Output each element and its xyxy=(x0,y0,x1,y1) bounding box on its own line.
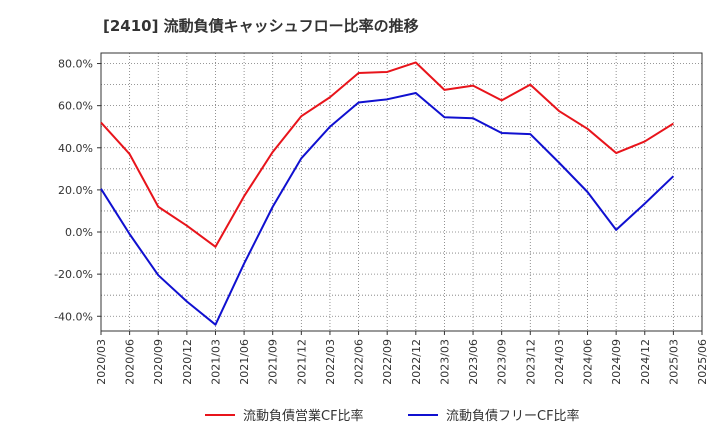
x-tick-label: 2023/03 xyxy=(438,339,451,385)
x-axis: 2020/03 2020/06 2020/09 2020/12 2021/03 2021/… xyxy=(95,331,709,385)
x-tick-label: 2021/03 xyxy=(209,339,222,385)
x-tick-label: 2020/12 xyxy=(181,339,194,385)
y-tick-label: -40.0% xyxy=(54,310,93,323)
x-tick-label: 2024/09 xyxy=(610,339,623,385)
legend-label-2: 流動負債フリーCF比率 xyxy=(446,408,580,424)
y-tick-label: -20.0% xyxy=(54,268,93,281)
x-tick-label: 2023/09 xyxy=(496,339,509,385)
x-tick-label: 2024/06 xyxy=(582,339,595,385)
y-tick-label: 0.0% xyxy=(65,226,93,239)
x-tick-label: 2022/06 xyxy=(353,339,366,385)
x-tick-label: 2024/03 xyxy=(553,339,566,385)
x-tick-label: 2020/09 xyxy=(152,339,165,385)
legend-label-1: 流動負債営業CF比率 xyxy=(243,408,364,424)
x-tick-label: 2020/06 xyxy=(124,339,137,385)
x-tick-label: 2022/12 xyxy=(410,339,423,385)
plot-area xyxy=(100,52,703,332)
chart-title: [2410] 流動負債キャッシュフロー比率の推移 xyxy=(103,17,419,35)
y-tick-label: 20.0% xyxy=(58,184,93,197)
grid-lines xyxy=(101,53,702,331)
x-tick-label: 2025/06 xyxy=(696,339,709,385)
x-tick-label: 2021/09 xyxy=(267,339,280,385)
y-axis: 80.0% 60.0% 40.0% 20.0% 0.0% -20.0% -40.0% xyxy=(54,58,101,323)
x-tick-label: 2023/06 xyxy=(467,339,480,385)
series-line-1 xyxy=(100,61,674,248)
x-tick-label: 2020/03 xyxy=(95,339,108,385)
x-tick-label: 2022/09 xyxy=(381,339,394,385)
x-tick-label: 2021/12 xyxy=(295,339,308,385)
series-lines xyxy=(100,61,675,326)
y-tick-label: 40.0% xyxy=(58,142,93,155)
series-line-2 xyxy=(100,92,675,326)
x-tick-label: 2022/03 xyxy=(324,339,337,385)
y-tick-label: 80.0% xyxy=(58,58,93,71)
y-tick-label: 60.0% xyxy=(58,100,93,113)
x-tick-label: 2025/03 xyxy=(667,339,680,385)
x-tick-label: 2021/06 xyxy=(238,339,251,385)
x-tick-label: 2024/12 xyxy=(639,339,652,385)
legend: 流動負債営業CF比率 流動負債フリーCF比率 xyxy=(205,408,580,424)
x-tick-label: 2023/12 xyxy=(524,339,537,385)
